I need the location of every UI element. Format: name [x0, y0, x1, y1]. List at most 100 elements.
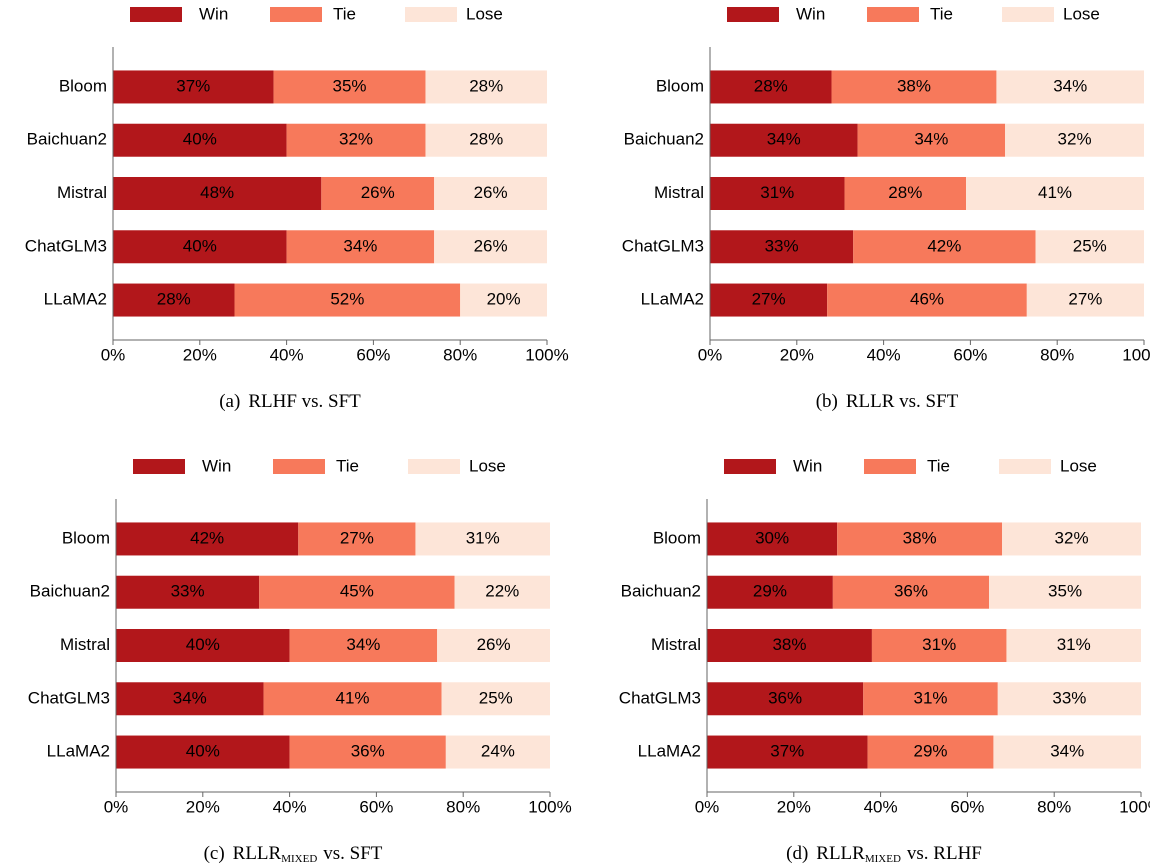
value-label: 26%	[361, 183, 395, 202]
bar-segment	[837, 522, 1003, 556]
value-label: 42%	[190, 528, 224, 547]
value-label: 25%	[1073, 236, 1107, 255]
bar-segment	[113, 70, 274, 104]
y-tick-label: ChatGLM3	[25, 236, 107, 255]
bar-segment	[454, 575, 550, 609]
value-label: 46%	[910, 290, 944, 309]
y-tick-label: Bloom	[62, 528, 110, 547]
y-tick-label: Baichuan2	[30, 582, 110, 601]
value-label: 34%	[173, 688, 207, 707]
caption-rest: vs. SFT	[323, 843, 383, 864]
value-label: 42%	[927, 236, 961, 255]
x-tick-label: 80%	[1037, 797, 1071, 816]
value-label: 26%	[477, 635, 511, 654]
value-label: 34%	[1050, 742, 1084, 761]
value-label: 40%	[183, 130, 217, 149]
bar-segment	[996, 70, 1144, 104]
bar-segment	[234, 283, 461, 317]
bar-segment	[1006, 629, 1141, 662]
x-tick-label: 100%	[1122, 345, 1150, 364]
value-label: 37%	[176, 76, 210, 95]
legend-label: Tie	[930, 4, 953, 23]
legend-label: Tie	[927, 456, 950, 475]
bar-segment	[113, 123, 287, 157]
x-tick-label: 0%	[695, 797, 720, 816]
y-tick-label: Bloom	[656, 76, 704, 95]
bar-segment	[113, 177, 322, 210]
value-label: 41%	[1038, 183, 1072, 202]
bar-segment	[425, 70, 547, 104]
bar-segment	[415, 522, 550, 556]
value-label: 35%	[333, 76, 367, 95]
value-label: 34%	[767, 130, 801, 149]
x-tick-label: 40%	[864, 797, 898, 816]
value-label: 34%	[1053, 76, 1087, 95]
caption: (b) RLLR vs. SFT	[816, 391, 959, 412]
x-tick-label: 20%	[777, 797, 811, 816]
bar-segment	[707, 522, 838, 556]
bar-segment	[710, 283, 828, 317]
caption: (c) RLLRMIXED vs. SFT	[204, 843, 383, 864]
legend-label: Win	[202, 456, 231, 475]
value-label: 34%	[343, 236, 377, 255]
value-label: 31%	[466, 528, 500, 547]
value-label: 32%	[1058, 130, 1092, 149]
y-tick-label: Baichuan2	[27, 130, 107, 149]
value-label: 48%	[200, 183, 234, 202]
legend-swatch	[270, 7, 322, 22]
y-tick-label: Bloom	[59, 76, 107, 95]
bar-segment	[863, 682, 998, 716]
caption-label: (c)	[204, 843, 225, 864]
caption-text: RLLR	[233, 843, 282, 864]
value-label: 41%	[336, 688, 370, 707]
bar-segment	[259, 575, 455, 609]
value-label: 36%	[894, 582, 928, 601]
value-label: 27%	[752, 290, 786, 309]
legend-label: Tie	[333, 4, 356, 23]
value-label: 33%	[171, 582, 205, 601]
bar-segment	[710, 70, 832, 104]
x-tick-label: 60%	[953, 345, 987, 364]
value-label: 40%	[186, 635, 220, 654]
y-tick-label: Mistral	[60, 635, 110, 654]
y-tick-label: Baichuan2	[624, 130, 704, 149]
bar-segment	[1035, 230, 1144, 264]
bar-segment	[871, 629, 1007, 662]
bar-segment	[289, 735, 446, 769]
x-tick-label: 40%	[270, 345, 304, 364]
x-tick-label: 60%	[356, 345, 390, 364]
y-tick-label: Bloom	[653, 528, 701, 547]
bar-segment	[460, 283, 547, 317]
bar-segment	[707, 735, 868, 769]
legend-swatch	[405, 7, 457, 22]
legend-label: Win	[199, 4, 228, 23]
legend-swatch	[273, 459, 325, 474]
value-label: 28%	[754, 76, 788, 95]
x-tick-label: 100%	[528, 797, 571, 816]
x-tick-label: 0%	[698, 345, 723, 364]
value-label: 34%	[914, 130, 948, 149]
caption-subscript: MIXED	[865, 853, 901, 865]
bar-segment	[321, 177, 435, 210]
y-tick-label: ChatGLM3	[619, 688, 701, 707]
bar-segment	[116, 575, 260, 609]
value-label: 24%	[481, 742, 515, 761]
bar-segment	[867, 735, 994, 769]
y-tick-label: LLaMA2	[47, 742, 110, 761]
legend-swatch	[999, 459, 1051, 474]
value-label: 37%	[770, 742, 804, 761]
bar-segment	[1002, 522, 1141, 556]
x-tick-label: 60%	[359, 797, 393, 816]
legend-swatch	[867, 7, 919, 22]
value-label: 26%	[474, 183, 508, 202]
legend-swatch	[1002, 7, 1054, 22]
y-tick-label: ChatGLM3	[622, 236, 704, 255]
bar-segment	[831, 70, 997, 104]
value-label: 28%	[469, 76, 503, 95]
bar-segment	[298, 522, 416, 556]
caption-label: (b)	[816, 391, 838, 412]
bar-segment	[710, 230, 854, 264]
value-label: 31%	[922, 635, 956, 654]
x-tick-label: 100%	[525, 345, 568, 364]
